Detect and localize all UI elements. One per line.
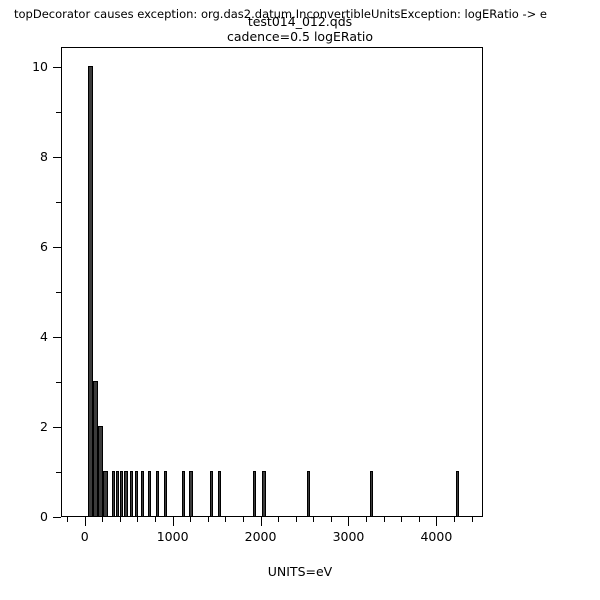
- y-tick-major: [53, 247, 61, 249]
- x-tick-minor: [190, 517, 192, 522]
- bars-layer: [62, 48, 482, 516]
- x-tick-minor: [155, 517, 157, 522]
- x-tick-minor: [67, 517, 69, 522]
- histogram-bar: [306, 471, 311, 516]
- histogram-bar: [140, 471, 144, 516]
- x-tick-minor: [366, 517, 368, 522]
- x-tick-major: [172, 517, 174, 526]
- x-tick-minor: [295, 517, 297, 522]
- histogram-bar: [456, 471, 460, 516]
- histogram-bar: [262, 471, 266, 516]
- x-tick-label: 3000: [332, 529, 365, 544]
- x-tick-minor: [137, 517, 139, 522]
- chart-subtitle: cadence=0.5 logERatio: [226, 29, 373, 44]
- histogram-bar: [112, 471, 116, 516]
- y-tick-label: 0: [40, 509, 48, 524]
- x-tick-minor: [383, 517, 385, 522]
- x-tick-major: [84, 517, 86, 526]
- y-tick-major: [53, 517, 61, 518]
- x-tick-major: [260, 517, 262, 526]
- histogram-bar: [156, 471, 160, 516]
- x-tick-label: 2000: [244, 529, 277, 544]
- x-tick-minor: [242, 517, 244, 522]
- x-tick-minor: [453, 517, 455, 522]
- y-axis: 0 2 4 6 8 10: [0, 47, 61, 523]
- y-tick-major: [53, 67, 61, 69]
- x-tick-label: 4000: [420, 529, 453, 544]
- y-tick-major: [53, 157, 61, 159]
- x-axis: 0 1000 2000 3000 4000: [61, 517, 483, 547]
- x-tick-label: 0: [80, 529, 89, 544]
- x-tick-minor: [119, 517, 121, 522]
- y-tick-label: 6: [40, 239, 48, 255]
- x-tick-minor: [330, 517, 332, 522]
- y-tick-minor: [56, 202, 61, 204]
- histogram-bar: [252, 471, 256, 516]
- y-tick-minor: [56, 292, 61, 294]
- histogram-bar: [120, 471, 124, 516]
- histogram-bar: [209, 471, 213, 516]
- y-tick-major: [53, 427, 61, 429]
- exception-message: topDecorator causes exception: org.das2.…: [14, 7, 548, 21]
- histogram-bar: [163, 471, 168, 516]
- y-tick-minor: [56, 382, 61, 384]
- histogram-bar: [102, 471, 108, 516]
- x-tick-minor: [225, 517, 227, 522]
- histogram-bar: [124, 471, 128, 516]
- y-tick-label: 4: [40, 329, 48, 345]
- x-tick-minor: [313, 517, 315, 522]
- x-tick-minor: [401, 517, 403, 522]
- histogram-bar: [116, 471, 120, 516]
- y-tick-label: 8: [40, 149, 48, 165]
- histogram-bar: [181, 471, 185, 516]
- x-tick-minor: [102, 517, 104, 522]
- histogram-bar: [93, 381, 99, 516]
- x-axis-title: UNITS=eV: [267, 564, 333, 579]
- histogram-bar: [148, 471, 152, 516]
- x-tick-minor: [418, 517, 420, 522]
- histogram-bar: [98, 426, 103, 516]
- x-tick-major: [348, 517, 350, 526]
- y-tick-label: 2: [40, 419, 48, 435]
- histogram-bar: [189, 471, 193, 516]
- histogram-bar: [88, 66, 93, 516]
- plot-frame: [61, 47, 483, 517]
- histogram-bar: [217, 471, 221, 516]
- y-tick-label: 10: [32, 59, 48, 75]
- y-tick-minor: [56, 112, 61, 114]
- x-tick-major: [436, 517, 438, 526]
- histogram-bar: [134, 471, 139, 516]
- x-tick-minor: [278, 517, 280, 522]
- y-tick-major: [53, 337, 61, 339]
- histogram-bar: [370, 471, 374, 516]
- x-tick-label: 1000: [156, 529, 189, 544]
- x-tick-minor: [471, 517, 473, 522]
- y-tick-minor: [56, 472, 61, 474]
- x-tick-minor: [207, 517, 209, 522]
- histogram-bar: [130, 471, 134, 516]
